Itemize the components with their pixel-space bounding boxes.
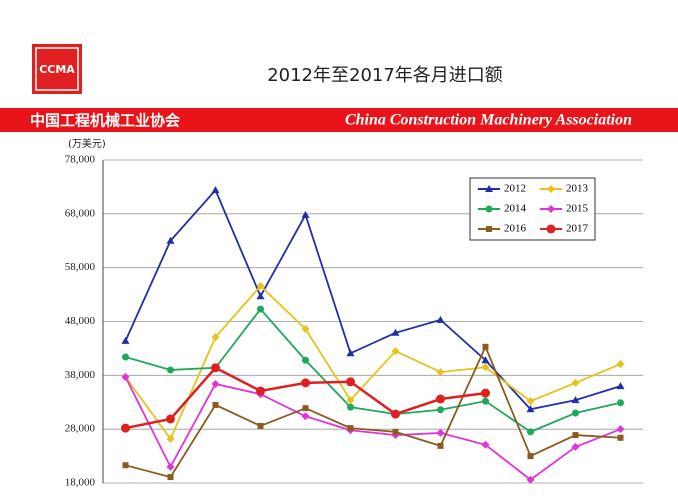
y-tick-label: 68,000 <box>65 207 96 219</box>
marker <box>481 356 490 364</box>
marker <box>616 425 625 434</box>
marker <box>481 440 490 449</box>
marker <box>436 368 445 377</box>
marker <box>122 353 129 361</box>
marker <box>346 396 355 405</box>
marker <box>482 343 489 350</box>
marker <box>211 379 220 388</box>
y-tick-label: 18,000 <box>65 477 96 489</box>
series-line <box>124 188 621 411</box>
marker <box>302 356 309 364</box>
legend-marker <box>546 224 556 234</box>
marker <box>571 442 580 451</box>
marker <box>481 388 490 398</box>
marker <box>301 412 310 421</box>
y-tick-label: 58,000 <box>65 261 96 273</box>
legend-label: 2014 <box>504 203 527 215</box>
marker <box>347 403 354 411</box>
marker <box>617 399 624 407</box>
chart-title: 2012年至2017年各月进口额 <box>267 65 503 86</box>
marker <box>391 347 400 356</box>
legend-label: 2012 <box>504 183 526 195</box>
marker <box>572 432 579 439</box>
marker <box>212 401 219 408</box>
marker <box>256 386 265 396</box>
marker <box>166 434 175 443</box>
legend-label: 2017 <box>566 223 589 235</box>
marker <box>167 366 174 374</box>
legend-label: 2015 <box>566 203 589 215</box>
y-tick-label: 38,000 <box>65 369 96 381</box>
marker <box>436 428 445 437</box>
series-line <box>125 344 621 479</box>
legend-label: 2013 <box>566 183 589 195</box>
marker <box>527 428 534 436</box>
marker <box>302 405 309 412</box>
logo-text: CCMA <box>39 63 75 76</box>
marker <box>211 186 220 194</box>
marker <box>482 397 489 405</box>
marker <box>301 210 310 218</box>
marker <box>526 397 535 406</box>
marker <box>437 442 444 449</box>
marker <box>571 396 580 404</box>
marker <box>121 423 130 433</box>
marker <box>121 372 130 381</box>
marker <box>572 409 579 417</box>
marker <box>616 382 625 390</box>
marker <box>256 281 265 290</box>
marker <box>436 315 445 323</box>
series-line <box>124 284 621 441</box>
marker <box>211 363 220 373</box>
marker <box>301 378 310 388</box>
y-axis-label: (万美元) <box>68 137 106 150</box>
marker <box>437 406 444 414</box>
legend-marker <box>547 205 555 213</box>
marker <box>392 428 399 435</box>
marker <box>571 378 580 387</box>
marker <box>211 333 220 342</box>
legend-marker <box>485 185 493 192</box>
marker <box>257 422 264 429</box>
marker <box>301 325 310 334</box>
legend-marker <box>486 226 492 232</box>
marker <box>167 474 174 481</box>
marker <box>346 377 355 387</box>
marker <box>166 462 175 471</box>
legend-label: 2016 <box>504 223 527 235</box>
logo-box <box>32 44 82 94</box>
logo-frame <box>35 47 79 91</box>
marker <box>347 425 354 432</box>
y-tick-label: 78,000 <box>65 154 96 166</box>
marker <box>166 414 175 424</box>
marker <box>391 409 400 419</box>
marker <box>257 305 264 313</box>
marker <box>391 328 400 336</box>
y-tick-label: 28,000 <box>65 423 96 435</box>
marker <box>527 453 534 460</box>
marker <box>122 462 129 469</box>
series-line <box>125 307 621 433</box>
series-line <box>124 376 621 481</box>
legend-marker <box>547 185 555 193</box>
banner-left: 中国工程机械工业协会 <box>30 112 180 130</box>
marker <box>617 434 624 441</box>
banner <box>0 108 678 132</box>
marker <box>166 236 175 244</box>
marker <box>436 394 445 404</box>
marker <box>121 336 130 344</box>
banner-right: China Construction Machinery Association <box>345 112 632 129</box>
marker <box>346 349 355 357</box>
marker <box>526 405 535 413</box>
marker <box>481 363 490 372</box>
y-tick-label: 48,000 <box>65 315 96 327</box>
marker <box>256 292 265 300</box>
marker <box>526 475 535 484</box>
marker <box>616 360 625 369</box>
legend-marker <box>485 205 493 213</box>
